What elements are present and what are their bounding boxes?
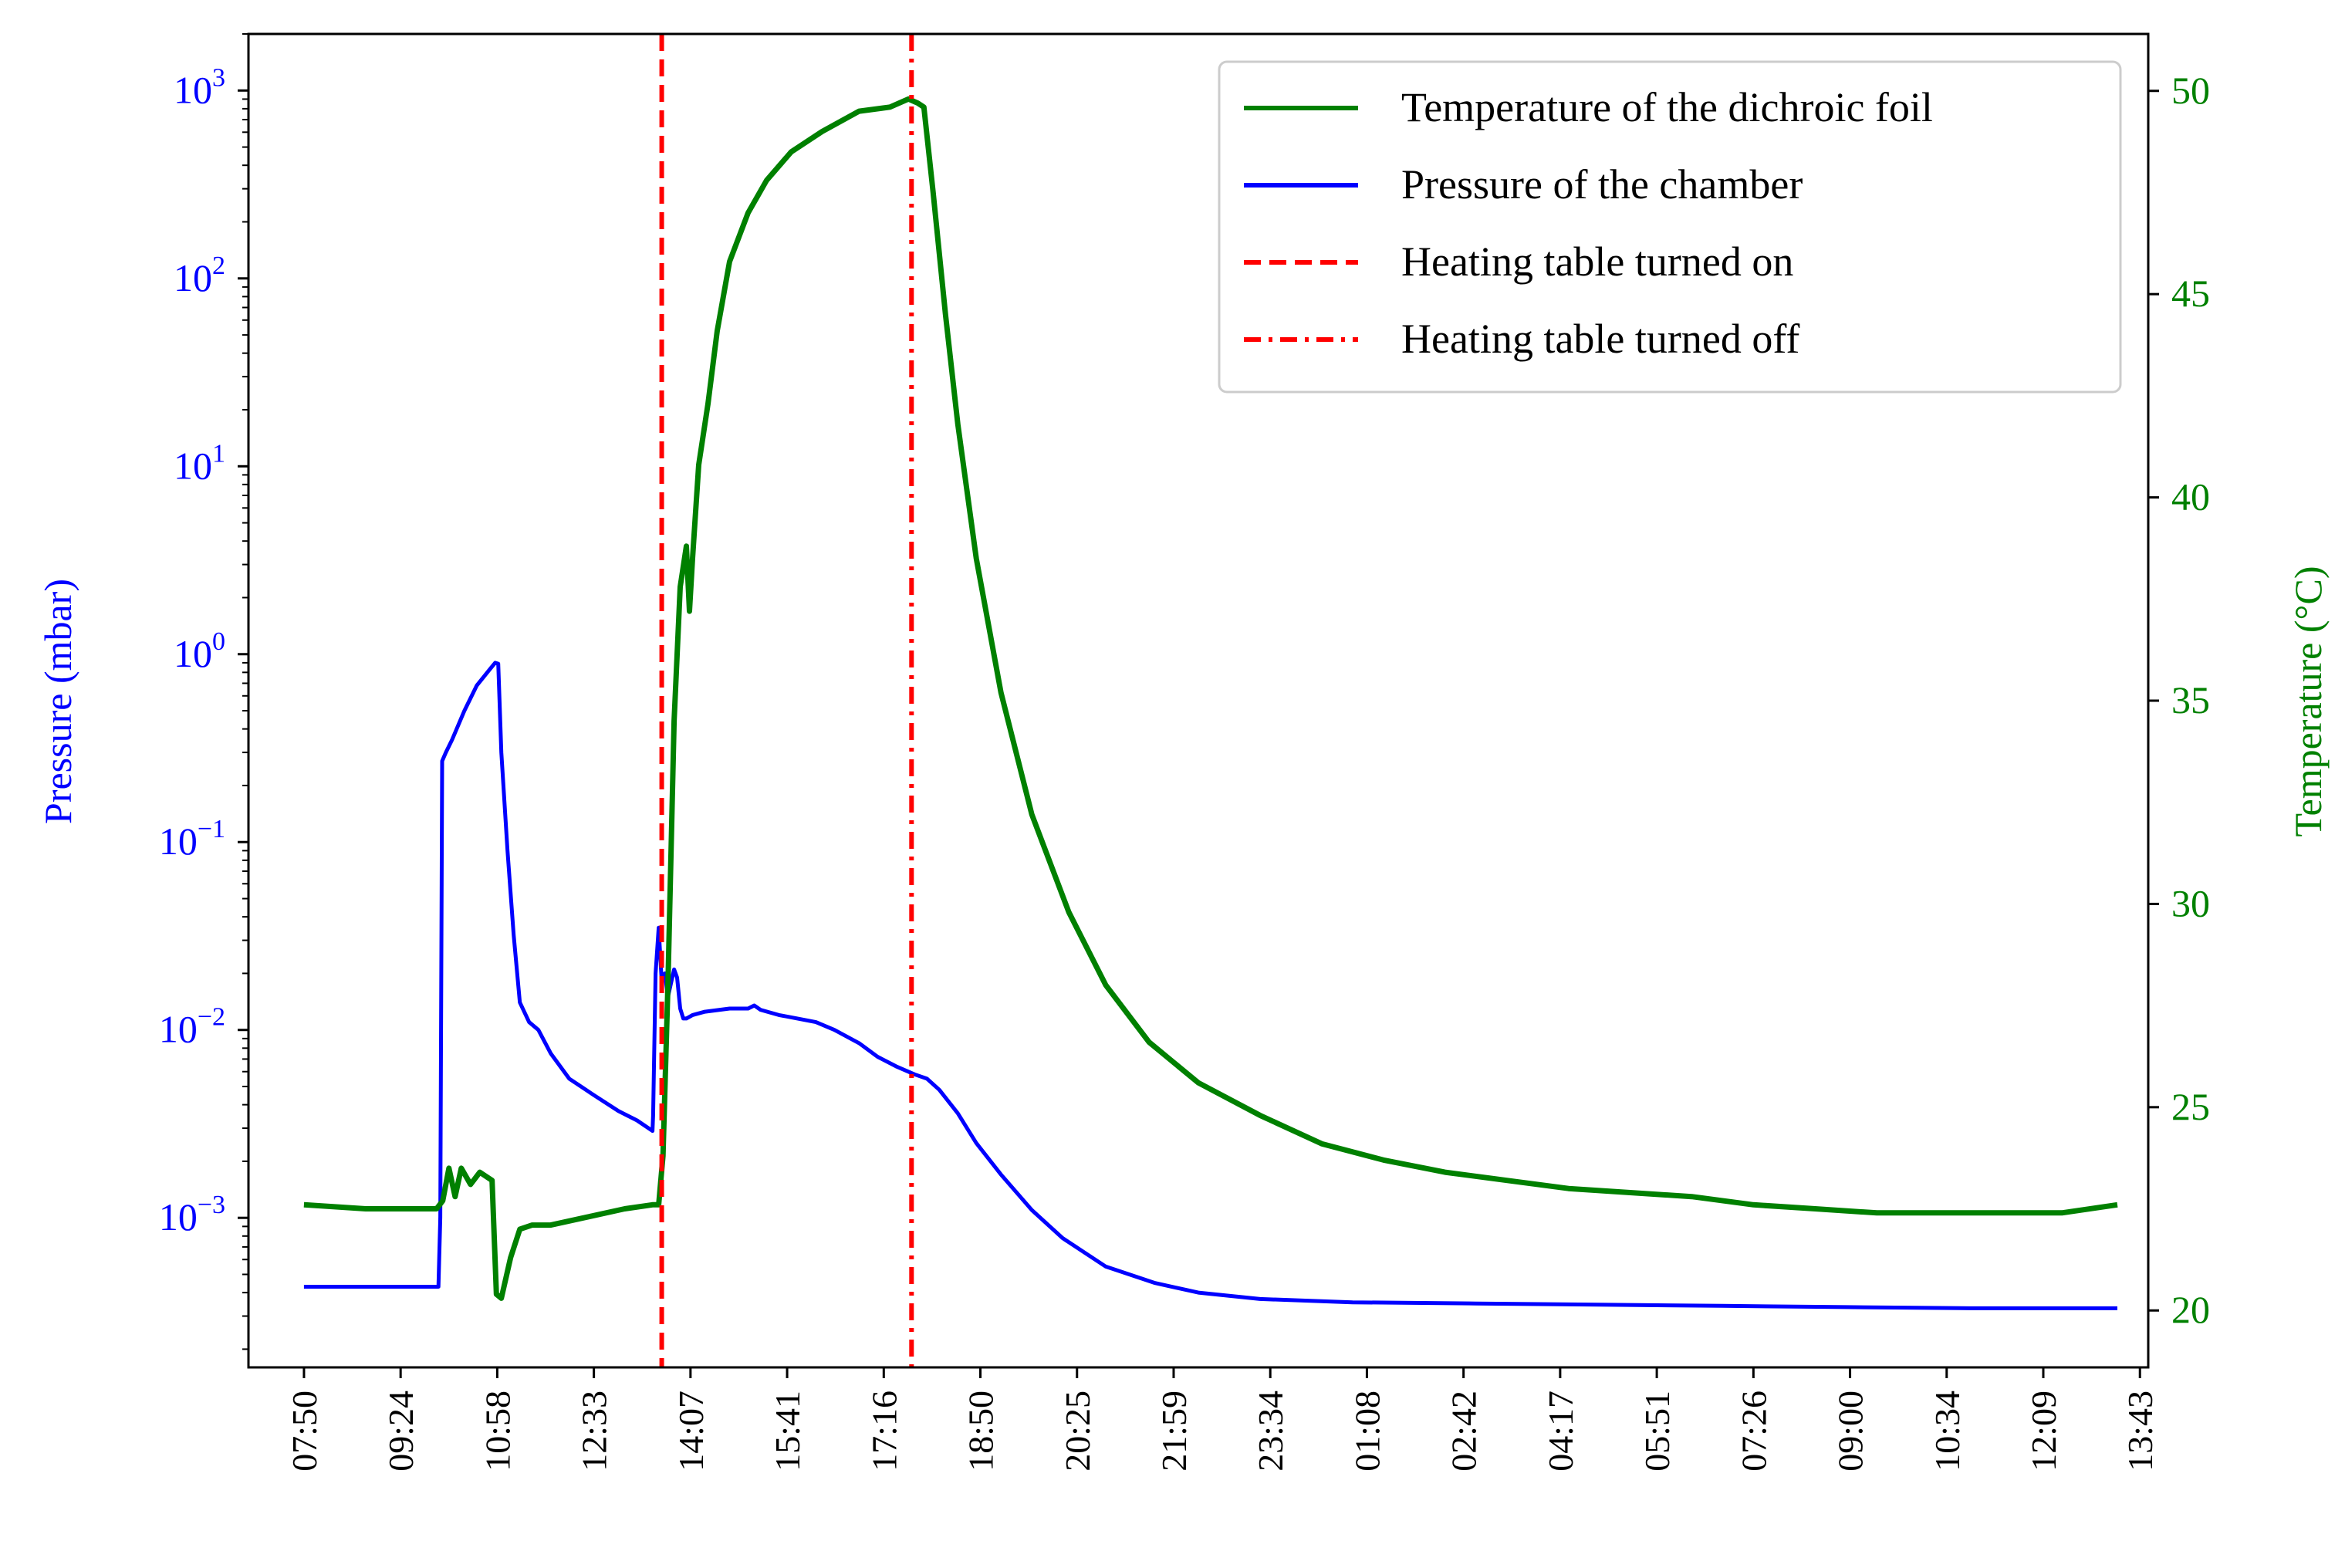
left-tick-base: 10: [159, 1008, 198, 1051]
x-tick-label: 17:16: [864, 1391, 904, 1472]
left-tick-base: 10: [174, 256, 212, 299]
left-tick-exponent: 3: [212, 63, 225, 92]
x-tick-label: 05:51: [1637, 1391, 1677, 1472]
legend-label: Temperature of the dichroic foil: [1401, 84, 1933, 130]
left-tick-label: 10−2: [159, 1003, 225, 1051]
x-tick-label: 09:00: [1831, 1391, 1870, 1472]
right-tick-label: 20: [2171, 1288, 2210, 1331]
x-tick-label: 13:43: [2120, 1391, 2160, 1472]
right-tick-label: 50: [2171, 69, 2210, 112]
x-tick-label: 12:33: [575, 1391, 614, 1472]
x-tick-label: 21:59: [1154, 1391, 1194, 1472]
left-tick-label: 10−3: [159, 1191, 225, 1239]
legend-label: Heating table turned on: [1401, 238, 1793, 285]
x-tick-label: 07:50: [285, 1391, 324, 1472]
series-line-pressure: [303, 661, 2117, 1310]
left-tick-base: 10: [174, 444, 212, 487]
x-tick-label: 14:07: [671, 1391, 711, 1472]
legend: Temperature of the dichroic foil Pressure…: [1218, 60, 2122, 394]
left-tick-base: 10: [174, 632, 212, 675]
plot-area: [303, 34, 2118, 1367]
right-tick-label: 35: [2171, 678, 2210, 721]
left-tick-label: 10−1: [159, 815, 225, 863]
left-tick-label: 102: [174, 252, 225, 299]
x-tick-label: 07:26: [1734, 1391, 1773, 1472]
right-tick-label: 30: [2171, 881, 2210, 924]
left-tick-label: 100: [174, 627, 225, 675]
x-tick-label: 10:58: [478, 1391, 517, 1472]
left-tick-exponent: −3: [198, 1191, 225, 1219]
legend-label: Pressure of the chamber: [1401, 161, 1803, 208]
x-tick-label: 01:08: [1347, 1391, 1387, 1472]
right-tick-label: 45: [2171, 272, 2210, 315]
series-line-temperature: [303, 96, 2118, 1301]
left-tick-exponent: −2: [198, 1003, 225, 1032]
left-tick-base: 10: [159, 819, 198, 863]
x-tick-label: 15:41: [768, 1391, 807, 1472]
left-axis-label: Pressure (mbar): [36, 579, 79, 824]
x-tick-label: 10:34: [1928, 1391, 1967, 1472]
x-axis: 07:50 09:24 10:58 12:33 14:07 15:41 17:16 18:50…: [285, 1367, 2160, 1472]
x-tick-label: 23:34: [1251, 1391, 1290, 1472]
x-tick-label: 12:09: [2024, 1391, 2063, 1472]
legend-label: Heating table turned off: [1401, 316, 1799, 362]
x-tick-label: 18:50: [961, 1391, 1001, 1472]
x-tick-label: 04:17: [1541, 1391, 1580, 1472]
x-tick-label: 20:25: [1058, 1391, 1097, 1472]
x-tick-label: 09:24: [381, 1391, 421, 1472]
right-axis-label: Temperature (°C): [2286, 566, 2330, 836]
left-tick-base: 10: [159, 1195, 198, 1239]
right-tick-label: 25: [2171, 1085, 2210, 1128]
left-tick-exponent: 0: [212, 627, 225, 656]
legend-box: [1218, 60, 2122, 394]
left-tick-exponent: 1: [212, 439, 225, 468]
x-tick-label: 02:42: [1445, 1391, 1484, 1472]
left-tick-exponent: −1: [198, 815, 225, 843]
left-tick-label: 101: [174, 439, 225, 487]
left-tick-base: 10: [174, 68, 212, 111]
left-tick-exponent: 2: [212, 252, 225, 280]
right-axis: 20 25 30 35 40 45 50: [2148, 69, 2210, 1331]
right-tick-label: 40: [2171, 475, 2210, 519]
left-tick-label: 103: [174, 63, 225, 111]
